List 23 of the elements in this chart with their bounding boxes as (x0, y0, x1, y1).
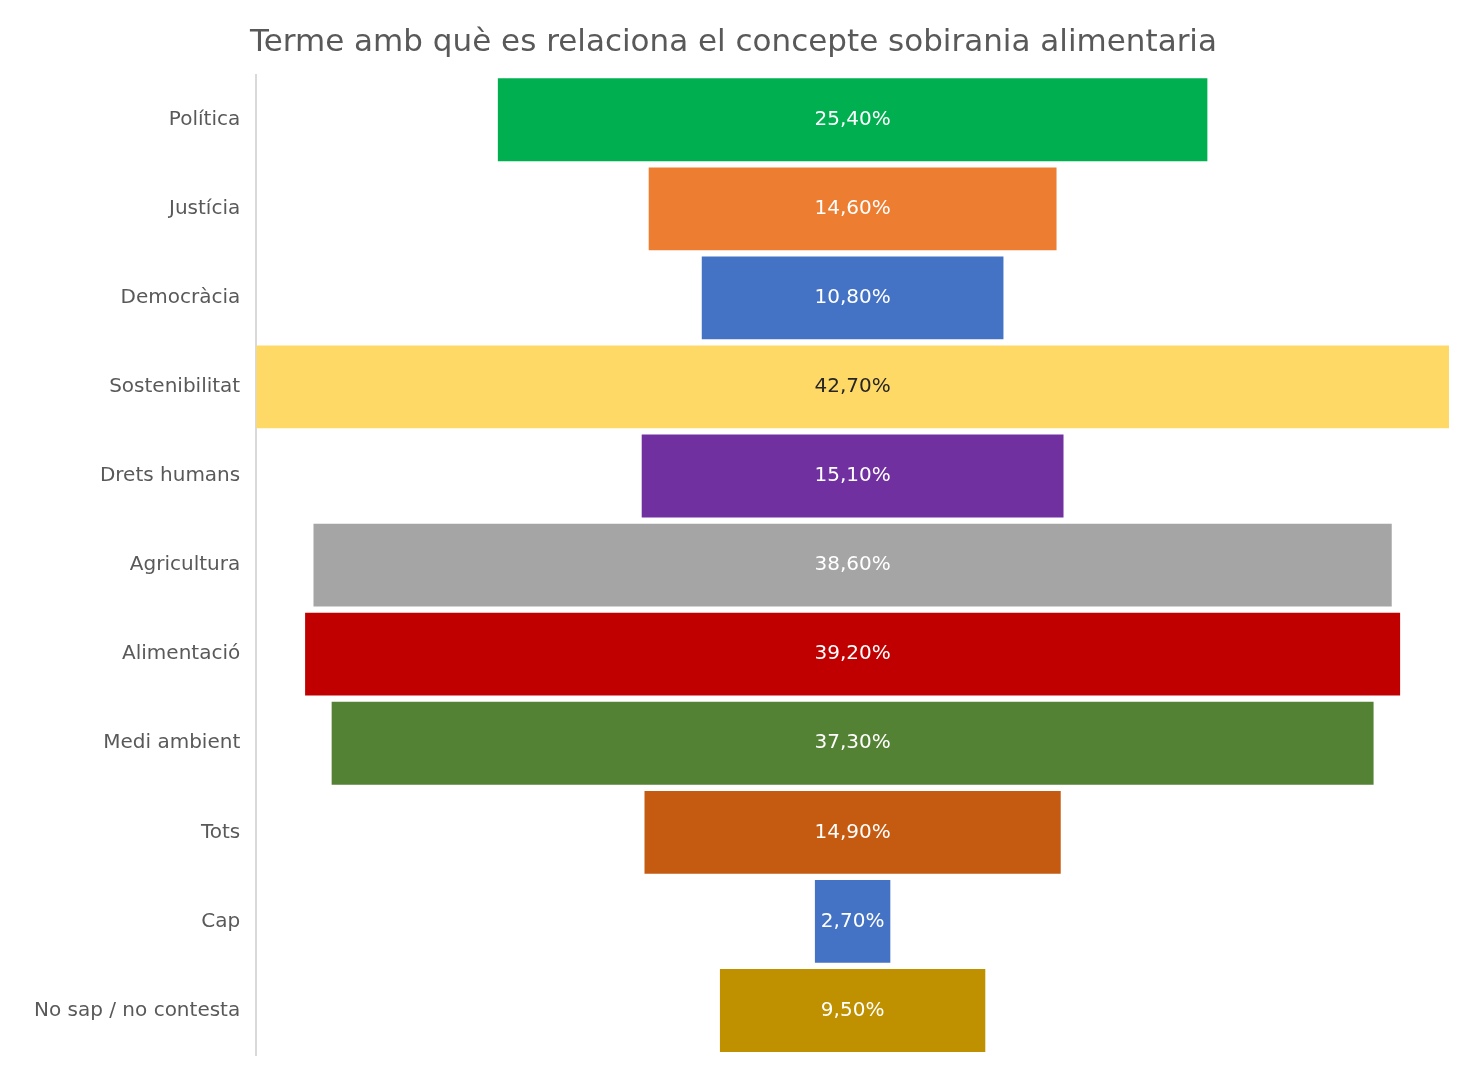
data-label: 42,70% (814, 373, 891, 398)
category-label: Tots (199, 818, 241, 843)
data-label: 9,50% (820, 996, 885, 1021)
data-label: 15,10% (814, 462, 891, 487)
category-label: Medi ambient (103, 729, 241, 754)
data-label: 14,90% (814, 818, 891, 843)
category-label: Sostenibilitat (109, 373, 241, 398)
data-label: 25,40% (814, 105, 891, 130)
data-label: 14,60% (814, 195, 891, 220)
data-label: 37,30% (814, 729, 891, 754)
text: Terme amb què es relaciona el concepte sobirania alimentaria (249, 21, 1217, 58)
category-label: Drets humans (99, 462, 241, 487)
category-label: Democràcia (120, 284, 241, 309)
category-label: Alimentació (122, 640, 241, 665)
category-label: Cap (201, 907, 241, 932)
data-label: 10,80% (814, 284, 891, 309)
category-label: Política (168, 105, 241, 130)
data-label: 38,60% (814, 551, 891, 576)
category-label: Justícia (167, 195, 241, 220)
data-label: 2,70% (820, 907, 885, 932)
category-label: No sap / no contesta (33, 996, 241, 1021)
category-label: Agricultura (129, 551, 241, 576)
data-label: 39,20% (814, 640, 891, 665)
